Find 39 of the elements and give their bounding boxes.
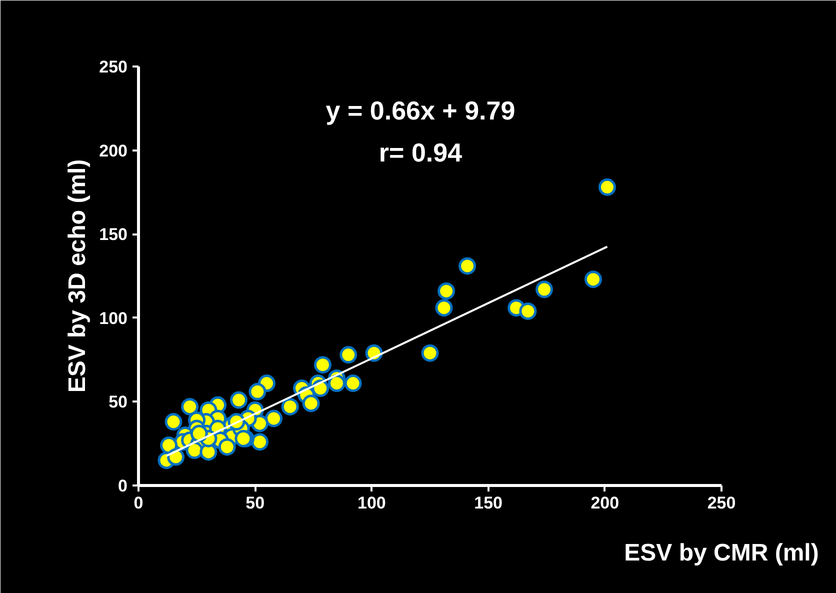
y-tick-label: 250 bbox=[99, 58, 128, 76]
point bbox=[265, 410, 283, 428]
y-tick-label: 200 bbox=[99, 141, 128, 160]
point bbox=[248, 382, 266, 400]
point bbox=[584, 270, 602, 288]
annotation: y = 0.66x + 9.79 bbox=[326, 96, 516, 126]
point bbox=[340, 346, 358, 364]
y-tick-label: 150 bbox=[99, 225, 128, 244]
point bbox=[230, 391, 248, 409]
point bbox=[302, 394, 320, 412]
y-axis-title: ESV by 3D echo (ml) bbox=[64, 159, 92, 393]
x-tick-label: 100 bbox=[358, 494, 386, 512]
point bbox=[328, 374, 346, 392]
y-tick-label: 0 bbox=[118, 476, 128, 496]
x-tick-label: 200 bbox=[590, 494, 620, 512]
x-tick-label: 250 bbox=[707, 494, 736, 512]
x-tick-label: 50 bbox=[246, 494, 265, 512]
point bbox=[519, 302, 537, 320]
x-tick-label: 150 bbox=[474, 494, 502, 512]
point bbox=[435, 299, 453, 317]
point bbox=[190, 424, 208, 442]
x-tick-label: 0 bbox=[134, 494, 144, 512]
point bbox=[421, 344, 439, 362]
point bbox=[281, 398, 299, 416]
point bbox=[181, 398, 199, 416]
point bbox=[438, 282, 456, 300]
point bbox=[314, 356, 332, 374]
point bbox=[218, 438, 236, 456]
point bbox=[234, 430, 252, 448]
point bbox=[458, 257, 476, 275]
point bbox=[344, 374, 362, 392]
point bbox=[251, 433, 269, 451]
annotation: r= 0.94 bbox=[378, 138, 463, 168]
y-tick-label: 100 bbox=[99, 308, 128, 328]
point bbox=[164, 413, 182, 431]
point bbox=[598, 178, 616, 196]
point bbox=[536, 280, 554, 298]
y-tick-label: 50 bbox=[108, 392, 128, 412]
x-axis-title: ESV by CMR (ml) bbox=[624, 540, 819, 566]
